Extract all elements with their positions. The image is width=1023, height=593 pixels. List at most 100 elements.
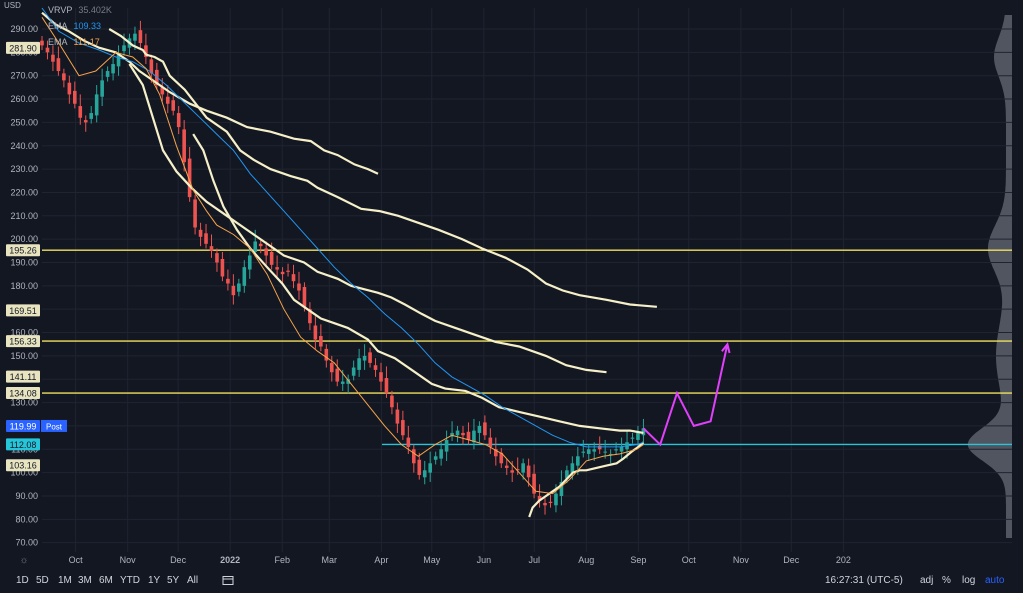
candle-body (83, 120, 88, 123)
candle-body (269, 251, 274, 265)
legend-row-ema-2[interactable]: EMA 111.17 (48, 34, 112, 50)
log-toggle[interactable]: log (962, 575, 976, 586)
candle-body (275, 267, 279, 270)
candle-body (62, 73, 66, 81)
candle-body (138, 30, 143, 44)
timeframe-1d-button[interactable]: 1D (16, 575, 29, 586)
ema-blue-line (41, 7, 644, 448)
candle-body (351, 367, 356, 376)
candle-body (182, 129, 186, 163)
candle-body (105, 71, 110, 77)
timeframe-ytd-button[interactable]: YTD (120, 575, 140, 586)
candle-body (543, 502, 547, 506)
candle-body (422, 470, 427, 478)
candle-body (78, 106, 83, 118)
timeframe-5y-button[interactable]: 5Y (167, 575, 180, 586)
legend-row-ema-1[interactable]: EMA 109.33 (48, 18, 112, 34)
price-label-box (6, 387, 40, 400)
y-tick-label: 210.00 (10, 211, 38, 221)
price-label-box (6, 459, 40, 472)
candle-body (592, 449, 597, 452)
candle-body (335, 368, 340, 382)
candle-body (94, 94, 99, 116)
candle-body (357, 358, 361, 370)
timeframe-all-button[interactable]: All (187, 575, 199, 586)
price-label-text: 119.99 (10, 421, 37, 431)
legend-ema2-value: 111.17 (73, 37, 100, 47)
candle-body (144, 45, 148, 58)
y-tick-label: 220.00 (10, 187, 38, 197)
candle-body (258, 243, 263, 247)
candle-body (198, 229, 203, 237)
candle-body (455, 430, 460, 436)
candle-body (384, 378, 389, 394)
candle-body (226, 278, 230, 284)
candle-body (581, 451, 586, 453)
candle-body (133, 33, 137, 41)
candle-body (171, 100, 176, 111)
candle-body (264, 248, 268, 256)
candle-body (379, 372, 383, 382)
price-label-box (6, 419, 40, 432)
candle-body (559, 481, 564, 496)
x-tick-label: 202 (836, 555, 851, 565)
x-tick-label: Sep (630, 555, 646, 565)
y-tick-label: 250.00 (10, 117, 38, 127)
candle-body (494, 449, 498, 457)
candle-body (165, 96, 170, 104)
timeframe-1m-button[interactable]: 1M (58, 575, 72, 586)
candle-body (187, 158, 192, 198)
adj-toggle[interactable]: adj (920, 575, 934, 586)
ema-orange-line (41, 17, 644, 495)
timeframe-3m-button[interactable]: 3M (78, 575, 92, 586)
calendar-range-icon[interactable] (222, 575, 234, 588)
x-tick-label: Aug (578, 555, 594, 565)
candle-body (401, 420, 405, 436)
candle-body (40, 40, 44, 46)
candle-body (439, 449, 443, 459)
candle-body (215, 253, 219, 263)
x-tick-label: 2022 (220, 555, 240, 565)
candle-body (488, 437, 493, 447)
price-label-text: 112.08 (10, 440, 37, 450)
candle-body (346, 379, 350, 384)
candle-body (390, 395, 394, 408)
candle-body (116, 54, 121, 67)
candle-body (368, 352, 372, 363)
price-label-box (6, 41, 40, 54)
y-tick-label: 240.00 (10, 141, 38, 151)
clock-readout[interactable]: 16:27:31 (UTC-5) (825, 575, 903, 586)
candle-body (483, 422, 487, 436)
candle-body (537, 495, 542, 501)
candle-body (548, 501, 553, 503)
volume-profile (967, 15, 1012, 538)
legend-ema1-label: EMA (48, 21, 68, 31)
price-label-text: 169.51 (9, 306, 37, 316)
auto-toggle[interactable]: auto (985, 575, 1005, 586)
timeframe-6m-button[interactable]: 6M (99, 575, 113, 586)
candle-body (362, 355, 367, 361)
projection-arrow (642, 341, 731, 447)
y-tick-label: 190.00 (10, 257, 38, 267)
y-tick-label: 160.00 (10, 328, 38, 338)
y-tick-label: 270.00 (10, 71, 38, 81)
candle-body (193, 199, 197, 228)
projection-arrowhead (721, 341, 731, 354)
candle-body (73, 90, 77, 104)
candle-body (636, 432, 640, 440)
x-tick-label: Jun (477, 555, 492, 565)
candle-body (450, 432, 454, 437)
candle-body (313, 325, 318, 340)
candle-body (630, 437, 635, 439)
candle-body (510, 470, 515, 473)
timeframe-1y-button[interactable]: 1Y (148, 575, 161, 586)
timeframe-5d-button[interactable]: 5D (36, 575, 49, 586)
legend-row-vrvp[interactable]: VRVP 35.402K (48, 2, 112, 18)
y-tick-label: 180.00 (10, 281, 38, 291)
price-label-box (6, 304, 40, 317)
candle-body (67, 82, 72, 95)
percent-toggle[interactable]: % (942, 575, 951, 586)
